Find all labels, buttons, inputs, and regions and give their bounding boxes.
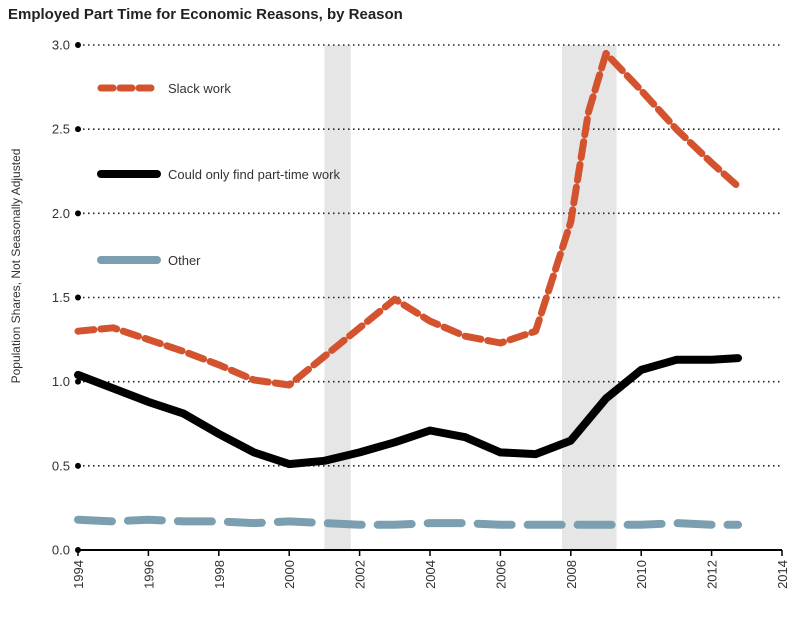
y-tick-label-3: 1.5: [52, 290, 70, 305]
x-tick-label-4: 2002: [353, 560, 368, 589]
series-line-other: [74, 515, 742, 529]
y-tick-dot-1: [75, 462, 81, 469]
x-tick-label-8: 2010: [634, 560, 649, 589]
y-axis-title: Population Shares, Not Seasonally Adjust…: [9, 149, 23, 384]
y-tick-label-6: 3.0: [52, 38, 70, 53]
series-line-could-only-find-part-time-work: [74, 354, 742, 469]
y-tick-label-2: 1.0: [52, 374, 70, 389]
y-tick-label-5: 2.5: [52, 122, 70, 137]
series-line-slack-work: [74, 49, 742, 389]
x-tick-label-5: 2004: [423, 560, 438, 589]
chart-title: Employed Part Time for Economic Reasons,…: [8, 6, 403, 23]
y-tick-dot-2: [75, 378, 81, 385]
y-tick-dot-4: [75, 210, 81, 217]
x-tick-label-2: 1998: [212, 560, 227, 589]
legend-label-2: Could only find part-time work: [168, 167, 340, 182]
x-tick-label-9: 2012: [705, 560, 720, 589]
legend-label-3: Other: [168, 253, 201, 268]
y-tick-dot-6: [75, 42, 81, 48]
y-tick-dot-5: [75, 126, 81, 133]
x-tick-label-3: 2000: [282, 560, 297, 589]
x-tick-label-0: 1994: [71, 560, 86, 589]
y-tick-label-4: 2.0: [52, 206, 70, 221]
legend: Slack work Could only find part-time work…: [97, 81, 340, 268]
axes: 0.0 0.5 1.0 1.5 2.0 2.5 3.0 1994 1996 1998 2000 200…: [52, 38, 790, 589]
x-tick-label-10: 2014: [775, 560, 790, 589]
x-tick-label-7: 2008: [564, 560, 579, 589]
series-lines: [74, 49, 742, 529]
x-tick-label-1: 1996: [141, 560, 156, 589]
legend-label-1: Slack work: [168, 81, 231, 96]
y-tick-label-0: 0.0: [52, 543, 70, 558]
x-tick-label-6: 2006: [493, 560, 508, 589]
y-tick-label-1: 0.5: [52, 458, 70, 473]
y-tick-dot-3: [75, 294, 81, 301]
